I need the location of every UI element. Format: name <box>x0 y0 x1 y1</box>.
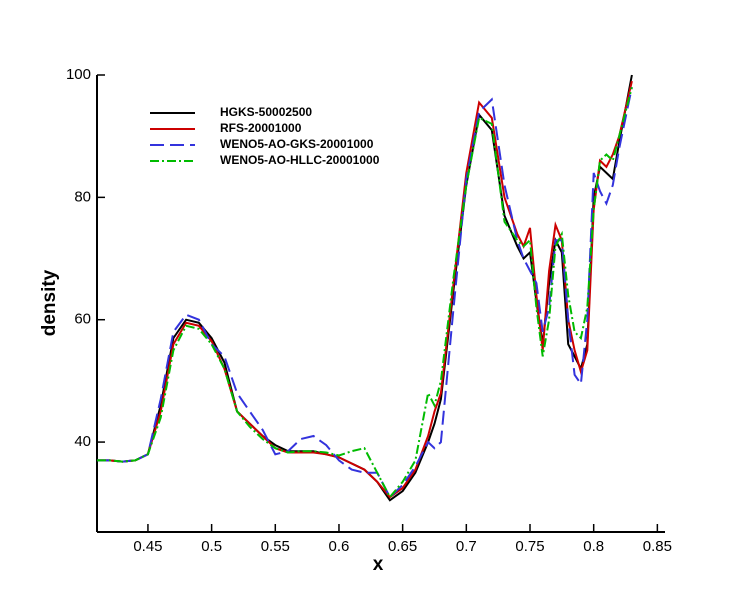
x-tick-label: 0.8 <box>583 538 604 555</box>
x-tick-label: 0.55 <box>261 538 290 555</box>
x-axis-label: x <box>373 554 384 575</box>
x-tick-label: 0.45 <box>133 538 162 555</box>
y-axis-label: density <box>39 269 60 336</box>
x-tick-label: 0.85 <box>643 538 672 555</box>
data-line <box>97 86 633 499</box>
x-tick-label: 0.6 <box>329 538 350 555</box>
y-tick-label: 40 <box>74 433 91 450</box>
legend-label: RFS-20001000 <box>220 121 302 135</box>
legend-label: WENO5-AO-HLLC-20001000 <box>220 153 380 167</box>
x-tick-label: 0.7 <box>456 538 477 555</box>
y-tick-label: 100 <box>66 66 91 83</box>
x-tick-label: 0.75 <box>515 538 544 555</box>
x-tick-label: 0.5 <box>201 538 222 555</box>
y-tick-label: 60 <box>74 311 91 328</box>
y-tick-label: 80 <box>74 188 91 205</box>
data-line <box>97 86 633 499</box>
legend-label: HGKS-50002500 <box>220 105 312 119</box>
legend-label: WENO5-AO-GKS-20001000 <box>220 137 374 151</box>
x-tick-label: 0.65 <box>388 538 417 555</box>
